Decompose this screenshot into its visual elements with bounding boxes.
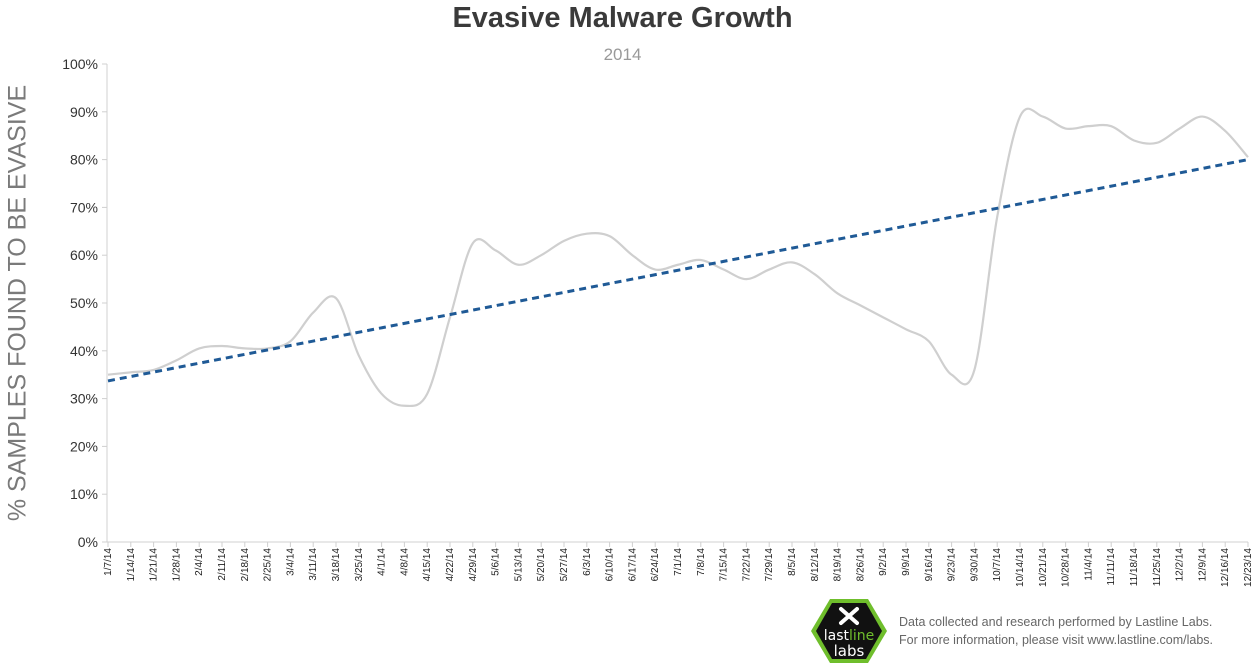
x-tick-label: 1/7/14: [103, 548, 114, 576]
x-tick-label: 2/11/14: [217, 548, 228, 581]
x-tick-label: 11/25/14: [1152, 548, 1163, 587]
chart-title: Evasive Malware Growth: [452, 2, 793, 34]
x-tick-label: 2/4/14: [194, 548, 205, 576]
x-tick-label: 11/18/14: [1129, 548, 1140, 587]
footer-info: For more information, please visit www.l…: [899, 633, 1214, 647]
x-tick-label: 5/20/14: [536, 548, 547, 582]
x-tick-label: 11/4/14: [1083, 548, 1094, 581]
x-tick-label: 10/21/14: [1038, 548, 1049, 587]
x-tick-label: 7/15/14: [719, 548, 730, 582]
svg-text:lastline: lastline: [824, 628, 875, 644]
chart-subtitle: 2014: [603, 45, 642, 64]
x-tick-label: 6/3/14: [582, 548, 593, 576]
x-tick-label: 10/28/14: [1061, 548, 1072, 587]
y-tick-label: 30%: [70, 391, 98, 407]
x-tick-label: 1/28/14: [171, 548, 182, 582]
x-tick-label: 2/18/14: [240, 548, 251, 582]
x-tick-label: 9/23/14: [947, 548, 958, 582]
svg-text:labs: labs: [834, 642, 865, 660]
chart-plot: 0% 10% 20% 30% 40% 50% 60% 70% 80% 90% 100% 1/7/14 1…: [62, 56, 1254, 587]
y-tick-label: 20%: [70, 438, 98, 454]
x-tick-label: 9/9/14: [901, 548, 912, 576]
x-tick-label: 7/8/14: [696, 548, 707, 576]
x-tick-label: 5/13/14: [513, 548, 524, 582]
x-tick-label: 8/26/14: [855, 548, 866, 582]
x-tick-label: 9/30/14: [969, 548, 980, 582]
y-tick-label: 60%: [70, 247, 98, 263]
x-tick-label: 3/11/14: [308, 548, 319, 581]
x-tick-label: 6/10/14: [605, 548, 616, 582]
x-tick-label: 7/1/14: [673, 548, 684, 576]
x-tick-label: 2/25/14: [263, 548, 274, 582]
y-tick-label: 70%: [70, 199, 98, 215]
x-tick-label: 1/21/14: [149, 548, 160, 582]
x-tick-label: 5/6/14: [491, 548, 502, 576]
y-tick-label: 0%: [78, 534, 98, 550]
x-tick-label: 6/17/14: [627, 548, 638, 582]
y-tick-label: 80%: [70, 152, 98, 168]
x-tick-label: 9/2/14: [878, 548, 889, 576]
x-tick-label: 12/23/14: [1243, 548, 1254, 587]
x-tick-label: 8/19/14: [833, 548, 844, 582]
y-tick-label: 90%: [70, 104, 98, 120]
lastline-labs-logo: lastline labs: [811, 599, 887, 663]
x-tick-label: 9/16/14: [924, 548, 935, 582]
footer-credit: Data collected and research performed by…: [899, 615, 1213, 629]
x-tick-label: 5/27/14: [559, 548, 570, 582]
x-tick-label: 7/22/14: [741, 548, 752, 582]
x-tick-label: 4/1/14: [377, 548, 388, 576]
trend-line: [107, 158, 1249, 383]
y-tick-label: 50%: [70, 295, 98, 311]
x-tick-label: 3/25/14: [354, 548, 365, 582]
x-tick-label: 6/24/14: [650, 548, 661, 582]
x-tick-label: 10/14/14: [1015, 548, 1026, 587]
x-tick-label: 12/2/14: [1175, 548, 1186, 582]
x-tick-label: 8/12/14: [810, 548, 821, 582]
x-tick-label: 8/5/14: [787, 548, 798, 576]
series-line-evasive-samples: [107, 107, 1249, 408]
x-tick-label: 10/7/14: [992, 548, 1003, 582]
x-tick-label: 4/15/14: [422, 548, 433, 582]
x-tick-label: 11/11/14: [1106, 548, 1117, 586]
y-tick-label: 100%: [62, 56, 98, 72]
x-tick-label: 4/29/14: [468, 548, 479, 582]
x-tick-label: 3/18/14: [331, 548, 342, 582]
x-tick-label: 4/22/14: [445, 548, 456, 582]
x-tick-label: 1/14/14: [126, 548, 137, 582]
y-tick-label: 40%: [70, 343, 98, 359]
x-tick-label: 12/9/14: [1197, 548, 1208, 582]
x-tick-label: 3/4/14: [285, 548, 296, 576]
x-tick-label: 7/29/14: [764, 548, 775, 582]
x-tick-label: 4/8/14: [399, 548, 410, 576]
y-tick-label: 10%: [70, 486, 98, 502]
x-tick-label: 12/16/14: [1220, 548, 1231, 587]
